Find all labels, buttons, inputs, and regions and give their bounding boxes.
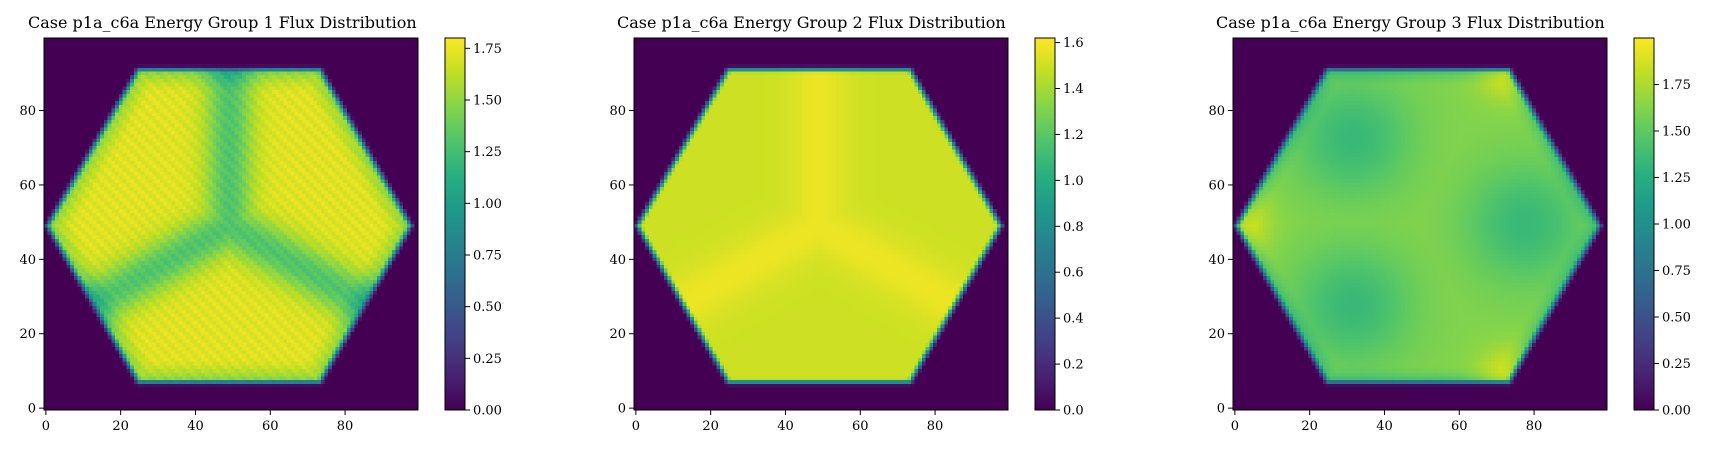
y-tick-label: 60 [19, 178, 36, 193]
colorbar-tick-label: 1.6 [1063, 36, 1084, 51]
colorbar [445, 38, 465, 410]
colorbar-tick-label: 0.2 [1063, 358, 1084, 373]
y-tick-label: 80 [609, 104, 626, 119]
chart-panel-1: Case p1a_c6a Energy Group 1 Flux Distrib… [19, 13, 502, 434]
x-tick-label: 0 [632, 419, 640, 434]
chart-panel-3: Case p1a_c6a Energy Group 3 Flux Distrib… [1208, 13, 1691, 434]
chart-panel-2: Case p1a_c6a Energy Group 2 Flux Distrib… [609, 13, 1083, 434]
x-tick-label: 40 [187, 419, 204, 434]
colorbar-tick-label: 1.00 [1662, 218, 1691, 233]
heatmap-image [634, 38, 1008, 410]
colorbar [1634, 38, 1654, 410]
y-tick-label: 60 [1208, 178, 1225, 193]
axes-frame [1232, 37, 1608, 411]
chart-title: Case p1a_c6a Energy Group 1 Flux Distrib… [28, 13, 417, 32]
colorbar-tick-label: 1.50 [473, 94, 502, 109]
colorbar-tick-label: 0.00 [473, 404, 502, 419]
colorbar-tick-label: 1.75 [473, 42, 502, 57]
colorbar-tick-label: 0.00 [1662, 404, 1691, 419]
x-tick-label: 20 [112, 419, 129, 434]
colorbar-frame [1034, 37, 1056, 411]
x-tick-label: 40 [777, 419, 794, 434]
colorbar-tick-label: 0.6 [1063, 266, 1084, 281]
colorbar [1035, 38, 1055, 410]
colorbar-tick-label: 0.75 [1662, 264, 1691, 279]
x-tick-label: 40 [1376, 419, 1393, 434]
y-tick-label: 0 [618, 402, 626, 417]
colorbar-tick-label: 0.50 [473, 300, 502, 315]
axes-frame [43, 37, 419, 411]
y-tick-label: 40 [609, 253, 626, 268]
y-tick-label: 40 [19, 253, 36, 268]
colorbar-tick-label: 0.8 [1063, 220, 1084, 235]
colorbar-frame [444, 37, 466, 411]
y-tick-label: 40 [1208, 253, 1225, 268]
chart-title: Case p1a_c6a Energy Group 3 Flux Distrib… [1216, 13, 1605, 32]
x-tick-label: 0 [42, 419, 50, 434]
heatmap-image [1233, 38, 1607, 410]
colorbar-tick-label: 0.4 [1063, 312, 1084, 327]
y-tick-label: 0 [1217, 402, 1225, 417]
y-tick-label: 0 [28, 402, 36, 417]
colorbar-tick-label: 1.50 [1662, 125, 1691, 140]
x-tick-label: 80 [1526, 419, 1543, 434]
heatmap-image [44, 38, 418, 410]
chart-title: Case p1a_c6a Energy Group 2 Flux Distrib… [617, 13, 1006, 32]
y-tick-label: 80 [1208, 104, 1225, 119]
colorbar-tick-label: 0.75 [473, 249, 502, 264]
colorbar-tick-label: 1.75 [1662, 78, 1691, 93]
x-tick-label: 20 [702, 419, 719, 434]
x-tick-label: 80 [927, 419, 944, 434]
colorbar-tick-label: 0.0 [1063, 404, 1084, 419]
x-tick-label: 60 [262, 419, 279, 434]
colorbar-tick-label: 1.0 [1063, 174, 1084, 189]
x-tick-label: 60 [852, 419, 869, 434]
x-tick-label: 60 [1451, 419, 1468, 434]
colorbar-tick-label: 1.25 [473, 145, 502, 160]
y-tick-label: 20 [19, 327, 36, 342]
colorbar-tick-label: 1.25 [1662, 171, 1691, 186]
x-tick-label: 80 [337, 419, 354, 434]
colorbar-tick-label: 1.2 [1063, 128, 1084, 143]
colorbar-tick-label: 0.25 [473, 352, 502, 367]
y-tick-label: 20 [1208, 327, 1225, 342]
y-tick-label: 60 [609, 178, 626, 193]
x-tick-label: 0 [1231, 419, 1239, 434]
colorbar-tick-label: 0.50 [1662, 311, 1691, 326]
y-tick-label: 80 [19, 104, 36, 119]
y-tick-label: 20 [609, 327, 626, 342]
colorbar-tick-label: 1.00 [473, 197, 502, 212]
axes-frame [633, 37, 1009, 411]
colorbar-tick-label: 1.4 [1063, 82, 1084, 97]
x-tick-label: 20 [1301, 419, 1318, 434]
colorbar-tick-label: 0.25 [1662, 357, 1691, 372]
